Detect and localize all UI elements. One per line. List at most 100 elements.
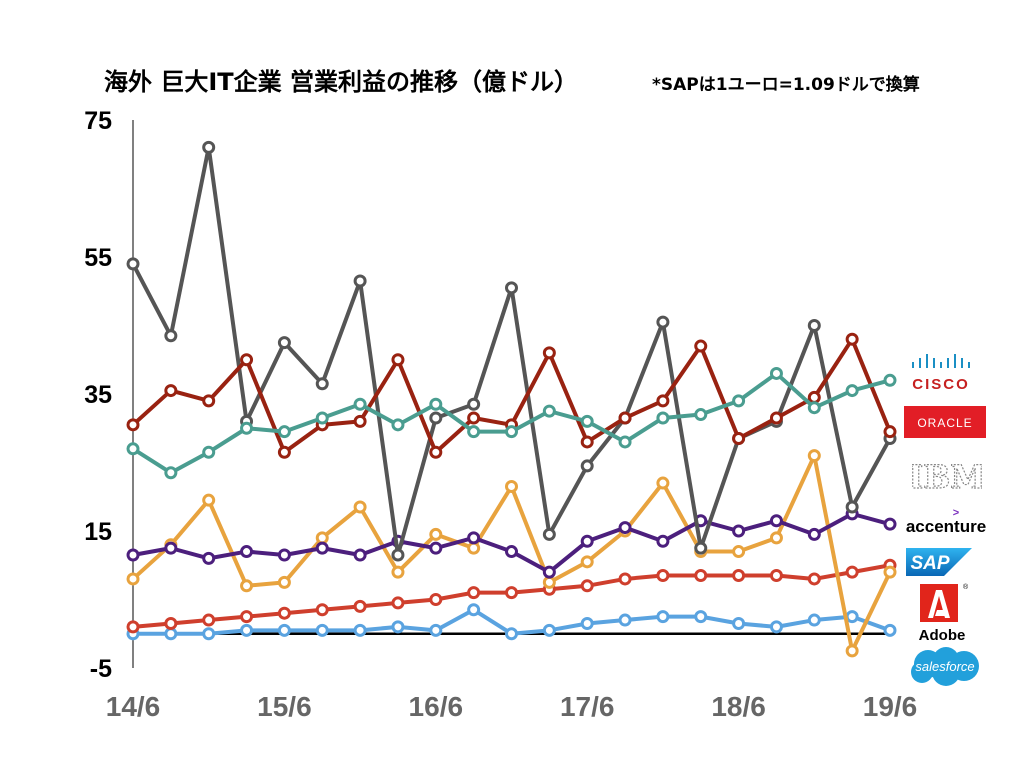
data-point	[353, 274, 367, 288]
data-point	[240, 353, 254, 367]
data-point	[277, 425, 291, 439]
data-point	[845, 610, 859, 624]
y-tick-label: 15	[84, 518, 112, 546]
data-point	[126, 257, 140, 271]
data-point	[391, 596, 405, 610]
data-point	[542, 565, 556, 579]
data-point	[807, 613, 821, 627]
sap-logo: SAP	[906, 548, 972, 576]
data-point	[467, 531, 481, 545]
data-point	[769, 569, 783, 583]
sap-badge-icon	[906, 548, 972, 576]
data-point	[467, 397, 481, 411]
data-point	[845, 384, 859, 398]
x-tick-label: 18/6	[711, 691, 766, 722]
cisco-logo: CISCO	[908, 352, 984, 393]
data-point	[467, 586, 481, 600]
salesforce-logo: salesforce	[906, 646, 984, 688]
data-point	[694, 408, 708, 422]
data-point	[391, 620, 405, 634]
data-point	[656, 411, 670, 425]
data-point	[694, 610, 708, 624]
data-point	[618, 411, 632, 425]
data-point	[391, 565, 405, 579]
data-point	[353, 500, 367, 514]
data-point	[732, 569, 746, 583]
data-point	[429, 445, 443, 459]
chart-note: *SAPは1ユーロ=1.09ドルで換算	[652, 75, 920, 95]
data-point	[126, 418, 140, 432]
data-point	[656, 394, 670, 408]
data-point	[505, 586, 518, 600]
data-point	[353, 623, 367, 637]
series-salesforce	[126, 603, 897, 641]
adobe-a-icon	[928, 590, 950, 618]
x-tick-label: 16/6	[409, 691, 464, 722]
data-point	[240, 623, 254, 637]
ibm-logo-text: IBM	[912, 458, 982, 494]
data-point	[694, 569, 708, 583]
data-point	[580, 459, 594, 473]
data-point	[277, 606, 291, 620]
x-tick-label: 15/6	[257, 691, 312, 722]
y-tick-label: -5	[90, 655, 112, 683]
data-point	[732, 394, 746, 408]
data-point	[126, 442, 140, 456]
data-point	[732, 524, 746, 538]
data-point	[883, 373, 897, 387]
adobe-logo: ® Adobe	[918, 582, 970, 644]
data-point	[126, 548, 140, 562]
data-point	[315, 603, 329, 617]
data-point	[845, 565, 859, 579]
data-point	[277, 548, 291, 562]
data-point	[845, 332, 859, 346]
series-cisco	[126, 366, 897, 480]
data-point	[240, 610, 254, 624]
data-point	[656, 610, 670, 624]
x-tick-label: 14/6	[106, 691, 161, 722]
data-point	[164, 627, 178, 641]
data-point	[618, 435, 632, 449]
data-point	[732, 432, 746, 446]
data-point	[467, 425, 481, 439]
oracle-logo: ORACLE	[904, 406, 986, 438]
data-point	[580, 555, 594, 569]
data-point	[202, 627, 216, 641]
data-point	[807, 319, 821, 332]
data-point	[505, 627, 518, 641]
y-tick-label: 55	[84, 244, 112, 272]
data-point	[580, 534, 594, 548]
data-point	[429, 623, 443, 637]
data-point	[429, 593, 443, 606]
x-tick-label: 19/6	[863, 691, 918, 722]
data-point	[391, 548, 405, 562]
data-point	[845, 500, 859, 514]
data-point	[618, 521, 632, 535]
data-point	[732, 545, 746, 559]
data-point	[732, 616, 746, 630]
series-ibm	[126, 140, 897, 562]
data-point	[580, 616, 594, 630]
data-point	[807, 449, 821, 463]
data-point	[769, 531, 783, 545]
data-point	[277, 623, 291, 637]
data-point	[277, 445, 291, 459]
data-point	[315, 411, 329, 425]
data-point	[883, 517, 897, 531]
data-point	[883, 623, 897, 637]
data-point	[656, 476, 670, 490]
data-point	[240, 421, 254, 435]
data-point	[807, 390, 821, 404]
data-point	[315, 541, 329, 555]
sap-logo-text: SAP	[910, 553, 949, 574]
data-point	[505, 545, 518, 559]
data-point	[542, 346, 556, 360]
data-point	[769, 514, 783, 528]
data-point	[694, 541, 708, 555]
data-point	[202, 613, 216, 627]
data-point	[315, 377, 329, 391]
data-point	[429, 541, 443, 555]
data-point	[126, 620, 140, 634]
data-point	[467, 603, 481, 617]
data-point	[202, 493, 216, 507]
